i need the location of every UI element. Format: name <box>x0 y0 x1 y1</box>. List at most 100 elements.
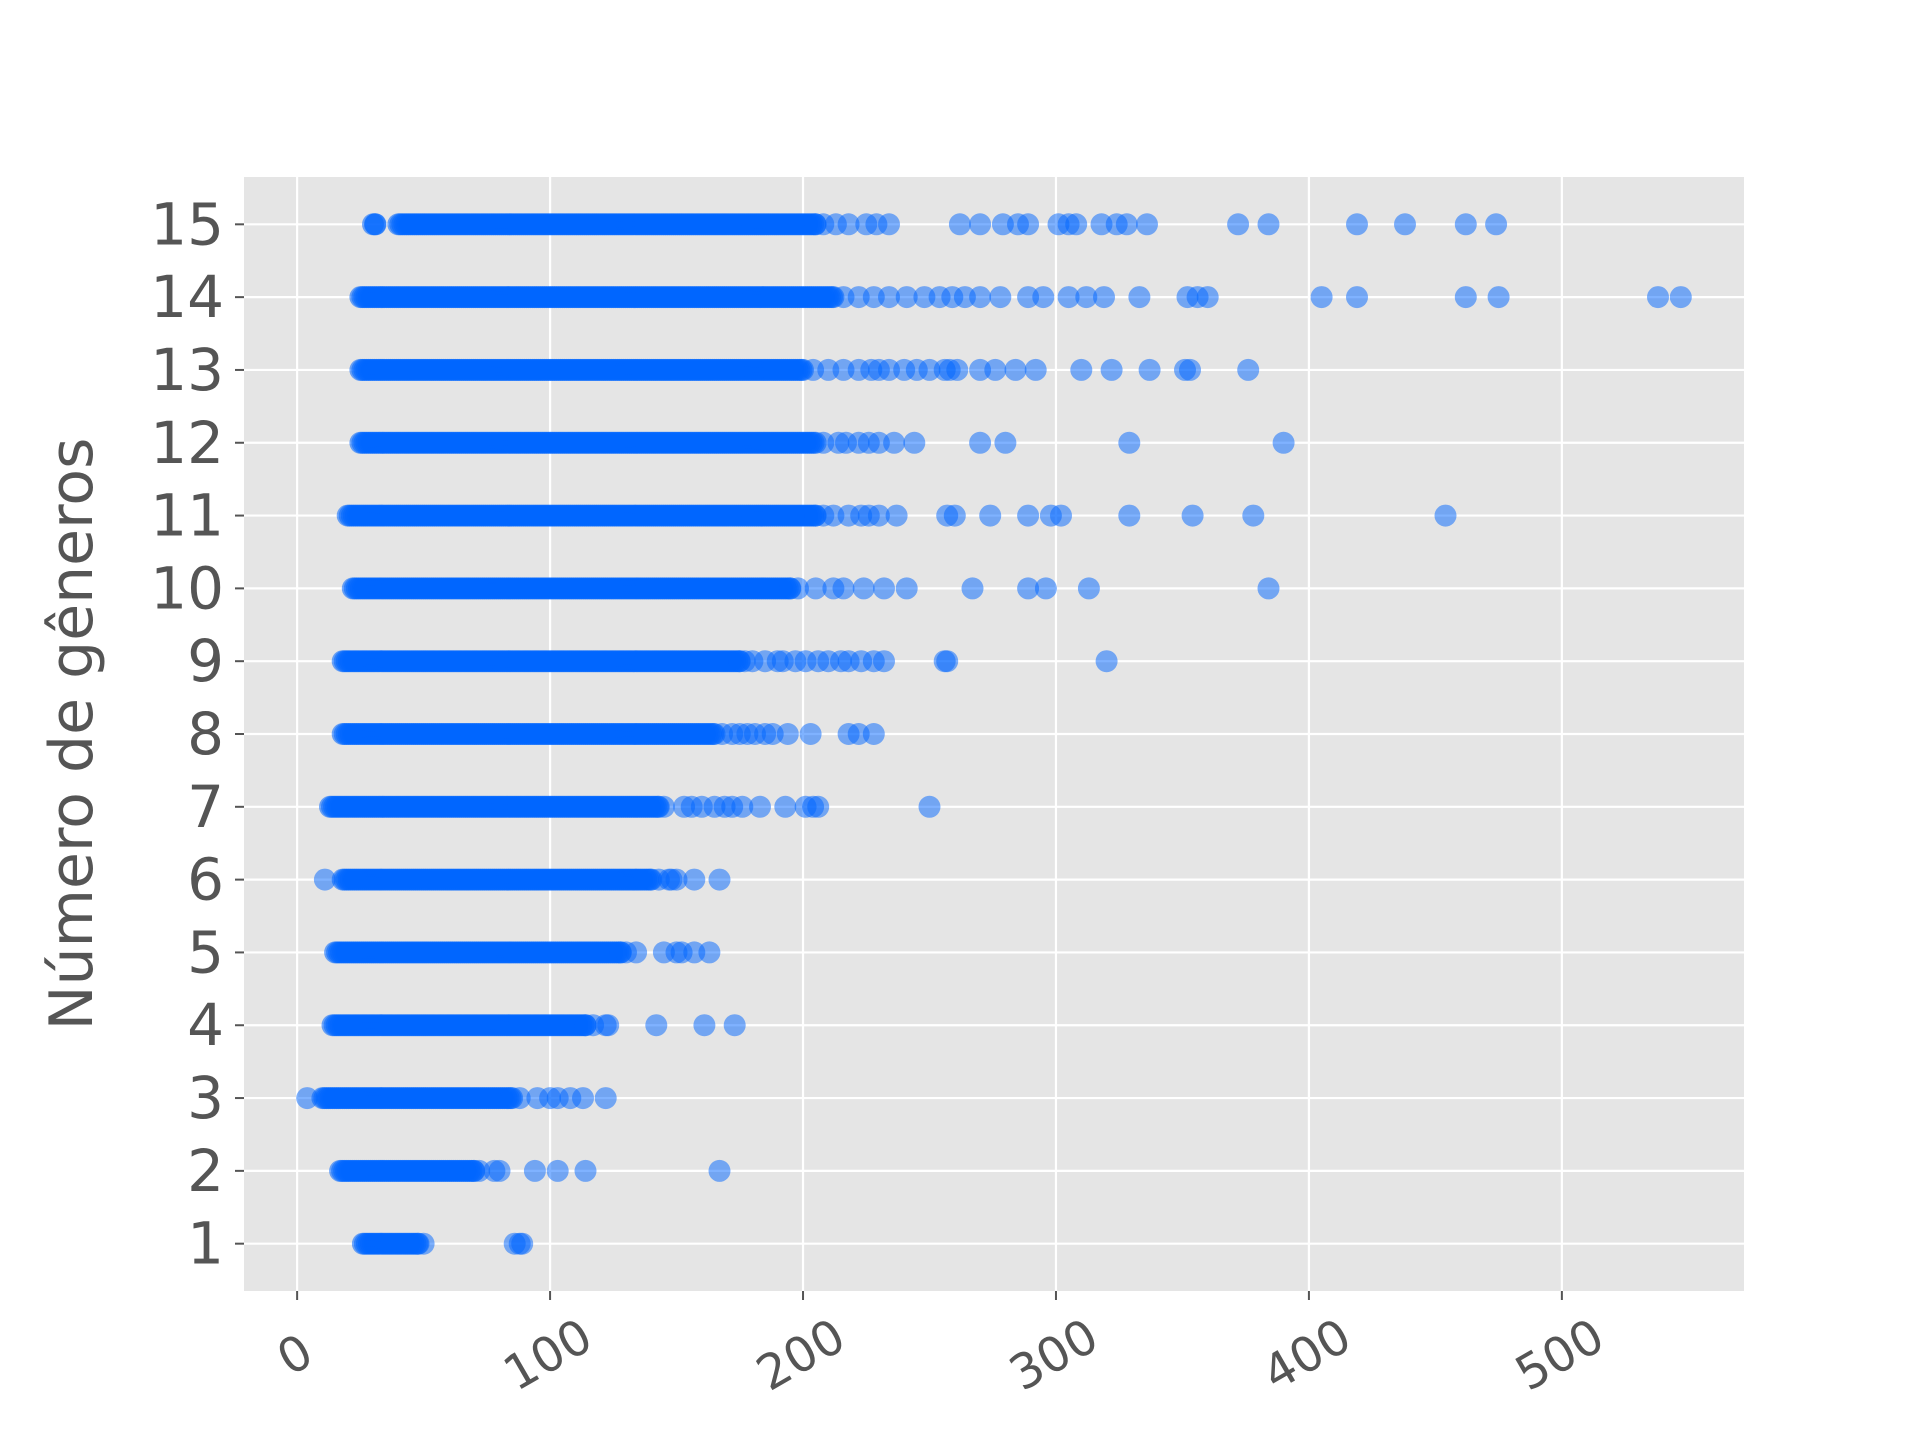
outlier-point <box>1050 504 1072 527</box>
x-tick-label: 0 <box>268 1323 322 1387</box>
outlier-point <box>1272 431 1295 454</box>
outlier-point <box>1017 577 1040 600</box>
outlier-point <box>1179 358 1201 381</box>
y-tick-label: 13 <box>150 336 224 404</box>
outlier-point <box>867 431 890 454</box>
outlier-point <box>693 1014 716 1037</box>
outlier-point <box>1070 358 1093 381</box>
outlier-point <box>1257 213 1280 236</box>
outlier-point <box>822 504 845 527</box>
outlier-point <box>597 1014 620 1037</box>
outlier-point <box>1227 213 1250 236</box>
outlier-point <box>313 868 336 891</box>
outlier-point <box>852 577 875 600</box>
outlier-point <box>817 358 840 381</box>
outlier-point <box>1434 504 1457 527</box>
outlier-point <box>1237 358 1260 381</box>
outlier-point <box>1257 577 1280 600</box>
outlier-point <box>867 504 890 527</box>
outlier-point <box>812 431 835 454</box>
y-axis-title: Número de gêneros <box>37 438 107 1031</box>
x-tick-label: 400 <box>1253 1308 1360 1402</box>
outlier-point <box>1004 358 1027 381</box>
y-tick-label: 5 <box>187 918 224 986</box>
outlier-point <box>645 1014 668 1037</box>
outlier-point <box>961 577 984 600</box>
x-tick-label: 500 <box>1506 1308 1613 1402</box>
outlier-point <box>883 431 906 454</box>
outlier-point <box>1065 213 1088 236</box>
outlier-point <box>412 1232 435 1255</box>
outlier-point <box>862 723 885 745</box>
outlier-point <box>1346 213 1368 236</box>
outlier-point <box>625 941 648 964</box>
outlier-point <box>994 431 1017 454</box>
outlier-point <box>1136 213 1158 236</box>
outlier-point <box>807 795 830 818</box>
outlier-point <box>787 577 809 600</box>
outlier-point <box>1115 213 1138 236</box>
outlier-point <box>832 358 855 381</box>
outlier-point <box>511 1232 534 1255</box>
outlier-point <box>1487 286 1510 309</box>
x-axis-ticks: 0 100 200 300 400 500 <box>268 1291 1614 1402</box>
outlier-point <box>488 1159 511 1182</box>
outlier-point <box>895 286 918 309</box>
outlier-point <box>665 868 688 891</box>
outlier-point <box>296 1087 319 1110</box>
outlier-point <box>1095 650 1118 673</box>
outlier-point <box>991 213 1014 236</box>
outlier-point <box>1128 286 1151 309</box>
outlier-point <box>572 1087 594 1110</box>
outlier-point <box>1647 286 1669 309</box>
outlier-point <box>895 577 918 600</box>
outlier-point <box>708 1159 731 1182</box>
outlier-point <box>761 723 784 745</box>
outlier-point <box>1093 286 1115 309</box>
outlier-point <box>989 286 1012 309</box>
outlier-point <box>1032 286 1055 309</box>
outlier-point <box>774 795 797 818</box>
y-tick-label: 3 <box>187 1064 224 1132</box>
outlier-point <box>683 941 706 964</box>
y-tick-label: 1 <box>187 1210 224 1278</box>
outlier-point <box>878 213 900 236</box>
outlier-point <box>804 577 827 600</box>
outlier-point <box>1242 504 1265 527</box>
outlier-point <box>948 213 971 236</box>
y-tick-label: 2 <box>187 1137 224 1205</box>
y-tick-label: 8 <box>187 700 224 768</box>
outlier-point <box>723 1014 746 1037</box>
outlier-point <box>1196 286 1219 309</box>
outlier-point <box>953 286 976 309</box>
outlier-point <box>1394 213 1416 236</box>
outlier-point <box>873 650 895 673</box>
outlier-point <box>885 504 908 527</box>
outlier-point <box>698 941 721 964</box>
outlier-point <box>1454 286 1477 309</box>
outlier-point <box>1454 213 1477 236</box>
outlier-point <box>918 358 941 381</box>
x-tick-label: 300 <box>1000 1308 1107 1402</box>
outlier-point <box>1118 504 1141 527</box>
outlier-point <box>652 795 675 818</box>
outlier-point <box>1017 213 1040 236</box>
outlier-point <box>913 286 936 309</box>
outlier-point <box>862 286 885 309</box>
outlier-point <box>969 358 992 381</box>
outlier-point <box>1138 358 1161 381</box>
outlier-point <box>878 358 900 381</box>
outlier-point <box>1181 504 1204 527</box>
outlier-point <box>731 795 754 818</box>
outlier-point <box>1310 286 1333 309</box>
outlier-point <box>1017 504 1040 527</box>
y-tick-label: 11 <box>150 482 224 550</box>
outlier-point <box>546 1159 569 1182</box>
y-tick-label: 10 <box>150 554 224 622</box>
y-tick-label: 7 <box>187 773 224 841</box>
outlier-point <box>1024 358 1047 381</box>
outlier-point <box>878 286 900 309</box>
outlier-point <box>1034 577 1057 600</box>
